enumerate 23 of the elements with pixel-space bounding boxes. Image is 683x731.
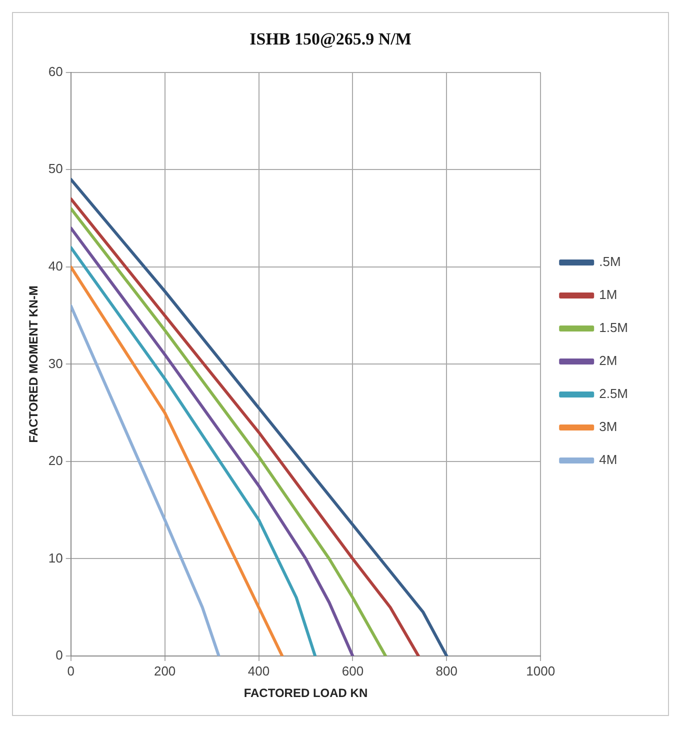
y-tick-label: 50 [48, 161, 63, 176]
y-tick-label: 40 [48, 258, 63, 274]
legend-label: 3M [599, 419, 618, 434]
legend-label: 1M [599, 287, 618, 302]
chart-title: ISHB 150@265.9 N/M [250, 30, 412, 49]
x-tick-label: 400 [248, 663, 270, 678]
x-axis-title: FACTORED LOAD KN [244, 686, 368, 700]
y-axis-title: FACTORED MOMENT KN-M [26, 286, 41, 443]
y-tick-label: 0 [56, 648, 63, 663]
y-tick-label: 60 [48, 64, 63, 79]
y-tick-label: 10 [48, 550, 63, 566]
x-tick-label: 0 [67, 663, 74, 678]
x-tick-label: 1000 [526, 663, 556, 678]
legend-label: 4M [599, 452, 618, 468]
legend-label: .5M [599, 254, 621, 270]
legend-label: 2.5M [599, 386, 628, 402]
x-tick-label: 800 [436, 663, 458, 678]
x-tick-label: 200 [154, 663, 176, 678]
legend-label: 1.5M [599, 320, 628, 336]
legend-label: 2M [599, 353, 618, 368]
x-tick-label: 600 [342, 663, 364, 678]
y-tick-label: 30 [48, 356, 63, 371]
y-tick-label: 20 [48, 453, 63, 468]
